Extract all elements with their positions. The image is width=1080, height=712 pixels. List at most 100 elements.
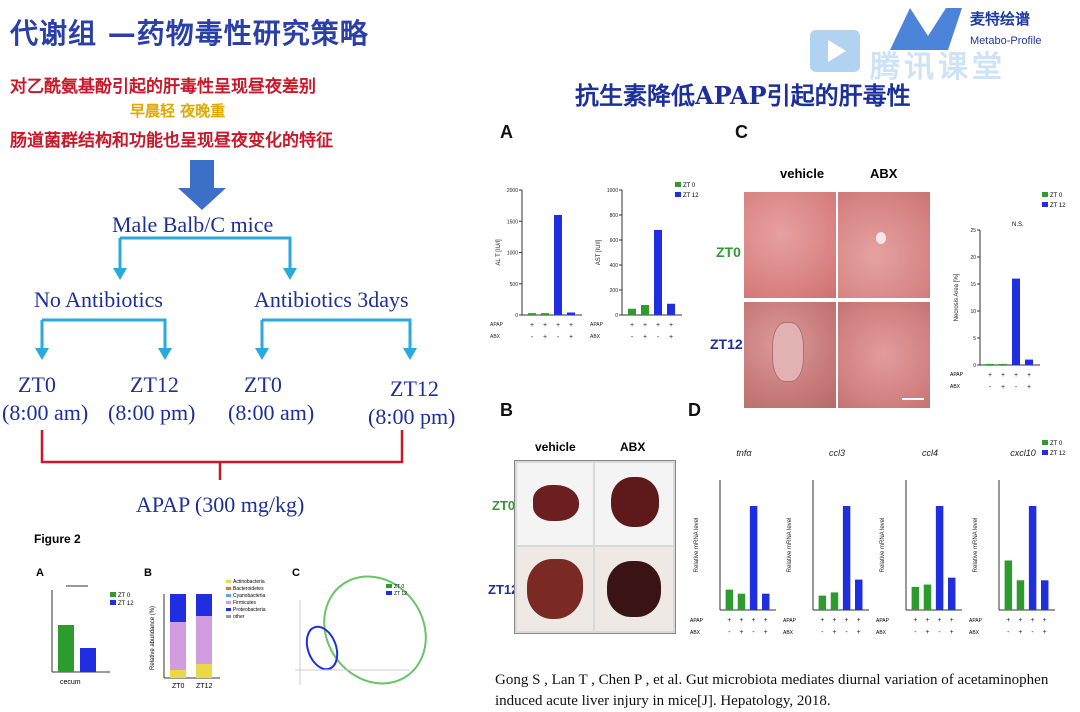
necrosis-tick-label: 15 (970, 282, 976, 288)
histology-abx-zt12 (838, 302, 930, 408)
gene-1-bar-3 (855, 579, 863, 610)
fig2-c-label: C (292, 567, 300, 579)
fig2-a-legend-0: ZT 0 (118, 593, 131, 599)
ast-tick-label: 600 (610, 238, 619, 244)
histology-abx-zt0 (838, 192, 930, 298)
necrosis-row-apap: APAP (950, 372, 964, 378)
gene-3-apap-sign: + (1043, 617, 1047, 624)
alt-abx-sign: + (543, 334, 547, 341)
ast-abx-sign: - (657, 334, 660, 341)
necrosis-abx-sign: + (1001, 384, 1005, 391)
gene-1-row-abx: ABX (783, 630, 794, 636)
leaf-2-time: (8:00 pm) (108, 400, 196, 425)
necrosis-bar-2 (1012, 278, 1020, 365)
panel-a-legend-zt12: ZT 12 (683, 193, 699, 199)
gene-0-abx-sign: - (728, 629, 731, 636)
subtitle: 抗生素降低APAP引起的肝毒性 (575, 81, 911, 110)
ast-bar-1 (641, 305, 649, 315)
gene-2-row-apap: APAP (876, 618, 890, 624)
flow-root: Male Balb/C mice (112, 212, 274, 237)
gene-0-ylabel: Relative mRNA level (694, 518, 700, 573)
panel-c-legend-zt0: ZT 0 (1050, 193, 1063, 199)
fig2-b-ylabel: Relative abundance (%) (150, 606, 156, 670)
alt-tick-label: 500 (510, 282, 519, 288)
gene-3-row-apap: APAP (969, 618, 983, 624)
ast-apap-sign: + (630, 322, 634, 329)
ast-bar-3 (667, 303, 675, 315)
necrosis-ns-label: N.S. (1012, 222, 1024, 228)
intro-line-3: 肠道菌群结构和功能也呈现昼夜变化的特征 (10, 131, 333, 151)
gene-2-ylabel: Relative mRNA level (880, 518, 886, 573)
svg-text:ZT 0: ZT 0 (394, 584, 404, 590)
panel-a-legend-zt12-swatch (675, 192, 681, 197)
reference-citation: Gong S , Lan T , Chen P , et al. Gut mic… (495, 672, 1049, 709)
alt-apap-sign: + (556, 322, 560, 329)
ast-abx-sign: + (643, 334, 647, 341)
alt-tick-label: 1500 (507, 219, 518, 225)
panel-c-row-zt0: ZT0 (716, 244, 741, 260)
necrosis-abx-sign: - (1015, 384, 1018, 391)
intro-line-2: 早晨轻 夜晚重 (130, 102, 226, 120)
panel-d-legend-zt12-swatch (1042, 450, 1048, 455)
panel-d-legend-zt0: ZT 0 (1050, 441, 1063, 447)
fig2-a-label: A (36, 567, 44, 579)
leaf-4-zt: ZT12 (390, 376, 439, 401)
gene-2-row-abx: ABX (876, 630, 887, 636)
panel-b-col-abx: ABX (620, 440, 646, 454)
necrosis-apap-sign: + (1014, 372, 1018, 379)
leaf-2-zt: ZT12 (130, 372, 179, 397)
leaf-4-time: (8:00 pm) (368, 404, 456, 429)
panel-c-legend-zt12-swatch (1042, 202, 1048, 207)
svg-text:Bacteroidetes: Bacteroidetes (233, 586, 264, 592)
panel-c-chart: 25 20 15 10 5 0 + - + + + - + + Necrosis Area [%] APAP A… (950, 192, 1066, 391)
panel-c-label: C (735, 122, 748, 142)
panel-c-col-vehicle: vehicle (780, 166, 825, 181)
necrosis-bar-0 (986, 363, 994, 365)
ast-tick-label: 400 (610, 263, 619, 269)
gene-0-apap-sign: + (752, 617, 756, 624)
gene-2-abx-sign: + (950, 629, 954, 636)
gene-0-row-abx: ABX (690, 630, 701, 636)
panel-d-gene-0: tnfα (736, 448, 752, 458)
gene-1-bar-2 (842, 506, 851, 610)
fig2-c-ellipse-zt0 (323, 575, 427, 685)
alt-apap-sign: + (543, 322, 547, 329)
gene-0-abx-sign: + (739, 629, 743, 636)
svg-text:Firmicutes: Firmicutes (233, 600, 257, 606)
alt-tick-label: 2000 (507, 188, 518, 194)
leaf-1-time: (8:00 am) (2, 400, 89, 425)
fig2-b-xlabel-0: ZT0 (172, 683, 185, 690)
svg-text:Cyanobacteria: Cyanobacteria (233, 593, 265, 599)
brand-logo: 麦特绘谱 Metabo-Profile (870, 0, 1080, 80)
ast-row-apap: APAP (590, 322, 604, 328)
panel-c-row-zt12: ZT12 (710, 336, 743, 352)
ast-bar-0 (628, 308, 636, 315)
necrosis-apap-sign: + (1001, 372, 1005, 379)
necrosis-bar-3 (1025, 359, 1033, 365)
alt-row-abx: ABX (490, 334, 501, 340)
liver-abx-zt0 (595, 463, 673, 545)
fig2-a-xlabel: cecum (60, 679, 81, 686)
gene-1-abx-sign: - (845, 629, 848, 636)
necrosis-abx-sign: - (989, 384, 992, 391)
gene-3-abx-sign: - (1007, 629, 1010, 636)
flow-right-branch: Antibiotics 3days (254, 287, 409, 312)
figure2-panels: A B C cecum ZT 0 ZT 12 ZT0 ZT12 Relative… (36, 567, 427, 690)
panel-a-legend-zt0: ZT 0 (683, 183, 696, 189)
gene-2-apap-sign: + (950, 617, 954, 624)
panel-d-legend-zt0-swatch (1042, 440, 1048, 445)
liver-vehicle-zt12 (517, 547, 593, 631)
gene-3-row-abx: ABX (969, 630, 980, 636)
gene-2-abx-sign: + (925, 629, 929, 636)
necrosis-tick-label: 5 (973, 336, 976, 342)
brand-en: Metabo-Profile (970, 35, 1042, 47)
panel-c-col-abx: ABX (870, 166, 898, 181)
gene-1-abx-sign: + (857, 629, 861, 636)
ast-apap-sign: + (669, 322, 673, 329)
gene-2-apap-sign: + (925, 617, 929, 624)
panel-d-gene-3: cxcl10 (1010, 448, 1036, 458)
gene-3-abx-sign: + (1018, 629, 1022, 636)
histology-vehicle-zt12 (744, 302, 836, 408)
ast-abx-sign: + (669, 334, 673, 341)
necrosis-row-abx: ABX (950, 384, 961, 390)
